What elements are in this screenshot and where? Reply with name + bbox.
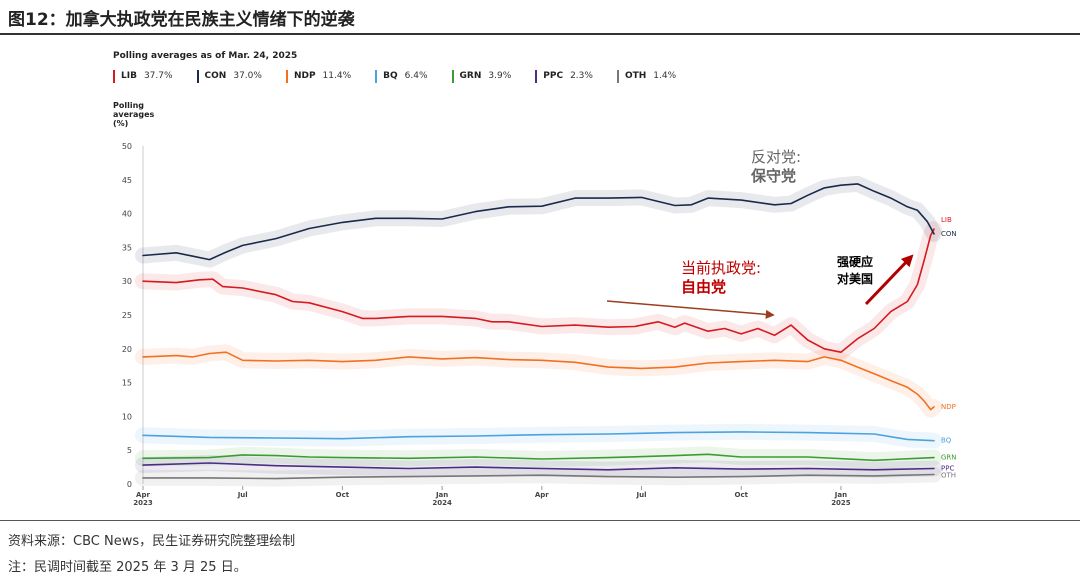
legend-value-ppc: 2.3%: [570, 71, 593, 81]
x-tick-label: Oct: [735, 491, 749, 499]
series-end-label-con: CON: [941, 230, 957, 238]
legend-item-grn: GRN 3.9%: [451, 69, 512, 83]
legend-swatch-ppc: [535, 69, 538, 83]
legend-swatch-ndp: [285, 69, 288, 83]
series-end-label-oth: OTH: [941, 472, 956, 480]
x-tick-label: Oct: [336, 491, 350, 499]
y-title-line: Polling: [113, 101, 145, 110]
legend-value-con: 37.0%: [233, 71, 262, 81]
top-rule: [0, 33, 1080, 35]
trend-arrow: [606, 300, 775, 319]
source-note: 资料来源：CBC News，民生证券研究院整理绘制: [8, 534, 296, 549]
legend-value-bq: 6.4%: [404, 71, 428, 81]
series-line-ndp: [142, 351, 935, 411]
x-tick-year: 2025: [831, 499, 851, 507]
series-band-con: [135, 175, 942, 268]
bottom-rule: [0, 520, 1080, 521]
y-title-line: (%): [113, 119, 129, 128]
legend-swatch-oth: [616, 69, 619, 83]
legend-item-ppc: PPC 2.3%: [535, 69, 593, 83]
series-end-label-ppc: PPC: [941, 464, 954, 472]
series-line-lib: [142, 228, 935, 354]
x-tick-label: Jul: [636, 491, 647, 499]
y-tick-label: 25: [122, 311, 132, 320]
legend-label-oth: OTH: [624, 71, 647, 81]
legend-swatch-grn: [451, 69, 454, 83]
legend-item-bq: BQ 6.4%: [375, 69, 428, 83]
figure-title: 图12：加拿大执政党在民族主义情绪下的逆袭: [8, 10, 355, 30]
y-tick-label: 15: [122, 379, 132, 388]
legend-value-lib: 37.7%: [143, 71, 173, 81]
y-axis-title: Polling averages (%): [113, 101, 163, 128]
legend-item-ndp: NDP 11.4%: [285, 69, 352, 83]
series-end-label-ndp: NDP: [941, 403, 956, 411]
legend-item-lib: LIB 37.7%: [113, 69, 173, 83]
y-tick-label: 50: [122, 142, 132, 151]
y-tick-label: 10: [122, 412, 132, 421]
tough-annotation-line2: 对美国: [837, 271, 873, 286]
legend-label-grn: GRN: [459, 71, 482, 81]
opposition-annotation-line2: 保守党: [750, 167, 796, 185]
x-tick-label: Apr: [136, 491, 150, 499]
legend-swatch-con: [196, 69, 199, 83]
x-tick-label: Jul: [237, 491, 248, 499]
legend-label-lib: LIB: [121, 71, 137, 81]
x-tick-label: Jan: [834, 491, 847, 499]
legend-value-oth: 1.4%: [653, 71, 677, 81]
polling-title: Polling averages as of Mar. 24, 2025: [113, 51, 298, 61]
legend-label-ndp: NDP: [293, 71, 316, 81]
y-tick-label: 35: [122, 243, 132, 252]
series-line-oth: [142, 473, 935, 480]
y-tick-label: 20: [122, 345, 132, 354]
legend-value-grn: 3.9%: [488, 71, 512, 81]
y-tick-label: 30: [122, 277, 132, 286]
series-line-ppc: [142, 462, 935, 471]
x-tick-label: Apr: [535, 491, 549, 499]
series-line-con: [142, 183, 935, 261]
series-end-label-bq: BQ: [941, 437, 952, 445]
y-tick-label: 40: [122, 210, 132, 219]
series-line-bq: [142, 431, 935, 442]
series-end-label-grn: GRN: [941, 454, 957, 462]
y-title-line: averages: [113, 110, 155, 119]
opposition-annotation-line1: 反对党:: [751, 148, 801, 166]
y-tick-label: 45: [122, 176, 132, 185]
legend-label-bq: BQ: [383, 71, 398, 81]
legend-value-ndp: 11.4%: [322, 71, 352, 81]
surge-arrow: [864, 254, 914, 306]
legend-item-oth: OTH 1.4%: [616, 69, 677, 83]
legend-item-con: CON 37.0%: [196, 69, 262, 83]
legend-swatch-lib: [113, 69, 115, 83]
series-end-label-lib: LIB: [941, 216, 952, 224]
x-tick-year: 2024: [432, 499, 452, 507]
ruling-annotation-line1: 当前执政党:: [681, 259, 761, 277]
y-tick-label: 0: [127, 480, 132, 489]
legend-label-ppc: PPC: [543, 71, 564, 81]
x-tick-label: Jan: [435, 491, 448, 499]
tough-annotation-line1: 强硬应: [837, 254, 873, 269]
x-tick-year: 2023: [133, 499, 153, 507]
legend-label-con: CON: [204, 71, 227, 81]
y-tick-label: 5: [127, 446, 132, 455]
series-line-grn: [142, 453, 935, 462]
date-note: 注：民调时间截至 2025 年 3 月 25 日。: [8, 560, 247, 575]
ruling-annotation-line2: 自由党: [681, 278, 726, 296]
legend: LIB 37.7% CON 37.0% NDP 11.4% BQ 6.4% GR…: [113, 69, 700, 83]
legend-swatch-bq: [375, 69, 378, 83]
